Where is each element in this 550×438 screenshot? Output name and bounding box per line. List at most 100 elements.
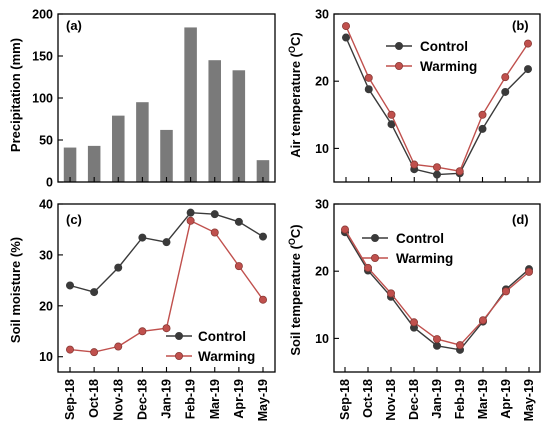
panel-c-label: (c) [66, 212, 82, 227]
y-tick-label: 10 [315, 142, 329, 156]
panel-d-chart: (d) Soil temperature (OC) 10 20 30 Control… [287, 198, 541, 373]
panel-a-frame [57, 13, 276, 183]
y-tick-label: 20 [315, 75, 329, 89]
panel-b-ylabel: Air temperature (OC) [287, 32, 303, 157]
point-warming-jan-19 [162, 324, 171, 333]
x-tick-label-oct-18: Oct-18 [361, 379, 375, 418]
panel-c-legend-warming: Warming [198, 349, 255, 364]
bar-feb-19 [184, 27, 197, 182]
series-line-control [344, 231, 530, 351]
panel-a-ylabel: Precipitation (mm) [8, 38, 23, 152]
panel-d-ylabel: Soil temperature (OC) [287, 224, 303, 355]
point-warming-oct-18 [363, 263, 372, 272]
point-warming-sep-18 [66, 345, 75, 354]
bar-oct-18 [87, 145, 101, 182]
point-warming-oct-18 [90, 348, 99, 357]
panel-d-series [340, 225, 534, 354]
x-tick-label-jan-19: Jan-19 [160, 379, 174, 419]
x-tick-label-dec-18: Dec-18 [407, 379, 421, 420]
bar-apr-19 [232, 70, 246, 182]
point-warming-sep-18 [340, 225, 349, 234]
panel-d-frame [333, 203, 541, 373]
point-warming-nov-18 [386, 289, 395, 298]
point-warming-may-19 [525, 267, 534, 276]
y-tick-label: 30 [315, 198, 329, 212]
panel-c-series [66, 208, 267, 357]
point-warming-oct-18 [364, 73, 373, 82]
point-control-nov-18 [114, 263, 123, 272]
point-control-apr-19 [501, 87, 510, 96]
bar-sep-18 [63, 147, 77, 182]
point-warming-feb-19 [186, 216, 195, 225]
point-warming-jan-19 [432, 335, 441, 344]
bar-mar-19 [208, 60, 221, 183]
point-warming-apr-19 [501, 287, 510, 296]
panel-a-chart: (a) Precipitation (mm) 0 50 100 150 200 [8, 8, 276, 190]
x-tick-label-sep-18: Sep-18 [63, 379, 77, 420]
panel-c-chart: (c) Soil moisture (%) 10 20 30 40 Control W… [8, 198, 276, 373]
point-control-may-19 [258, 232, 267, 241]
point-control-mar-19 [210, 210, 219, 219]
panel-d-legend: Control Warming [362, 231, 453, 266]
panel-b-chart: (b) Air temperature (OC) 10 20 30 Control … [287, 8, 541, 183]
x-tick-label-oct-18: Oct-18 [87, 379, 101, 418]
y-tick-label: 150 [32, 50, 53, 64]
point-warming-apr-19 [234, 262, 243, 271]
x-tick-label-nov-18: Nov-18 [384, 379, 398, 421]
x-tick-label-mar-19: Mar-19 [476, 379, 490, 419]
y-tick-label: 40 [39, 198, 53, 212]
y-tick-label: 0 [46, 176, 53, 190]
series-line-warming [344, 229, 530, 346]
y-tick-label: 20 [39, 299, 53, 313]
point-warming-dec-18 [138, 327, 147, 336]
y-tick-label: 30 [39, 248, 53, 262]
panel-b-frame [333, 13, 541, 183]
panel-b-series [341, 22, 533, 179]
panel-d-y-ticks: 10 20 30 [315, 198, 530, 372]
x-tick-label-nov-18: Nov-18 [111, 379, 125, 421]
y-tick-label: 30 [315, 8, 329, 22]
point-warming-nov-18 [114, 342, 123, 351]
point-warming-may-19 [258, 295, 267, 304]
y-tick-label: 20 [315, 265, 329, 279]
bar-jan-19 [160, 129, 173, 182]
panel-b-y-ticks: 10 20 30 [315, 8, 529, 182]
point-control-jan-19 [432, 341, 441, 350]
x-tick-label-may-19: May-19 [522, 379, 536, 421]
x-tick-label-feb-19: Feb-19 [184, 379, 198, 419]
panel-d-label: (d) [512, 212, 529, 227]
point-control-dec-18 [138, 233, 147, 242]
point-warming-feb-19 [455, 341, 464, 350]
point-control-jan-19 [162, 238, 171, 247]
point-control-sep-18 [341, 33, 350, 42]
y-tick-label: 10 [39, 350, 53, 364]
panel-c-y-ticks: 10 20 30 40 [39, 198, 264, 372]
point-warming-mar-19 [478, 110, 487, 119]
point-warming-apr-19 [501, 73, 510, 82]
point-control-sep-18 [66, 281, 75, 290]
point-control-apr-19 [234, 217, 243, 226]
point-warming-dec-18 [410, 160, 419, 169]
y-tick-label: 200 [32, 8, 53, 22]
x-tick-label-jan-19: Jan-19 [430, 379, 444, 419]
point-control-jan-19 [432, 170, 441, 179]
x-tick-label-may-19: May-19 [256, 379, 270, 421]
panel-c-x-tick-labels: Sep-18 Oct-18 Nov-18 Dec-18 Jan-19 Feb-19 Mar-… [63, 379, 270, 421]
panel-b-legend-warming: Warming [420, 59, 477, 74]
x-tick-label-dec-18: Dec-18 [135, 379, 149, 420]
y-tick-label: 100 [32, 92, 53, 106]
point-control-feb-19 [186, 208, 195, 217]
bar-dec-18 [136, 102, 149, 182]
point-warming-mar-19 [210, 228, 219, 237]
point-warming-dec-18 [409, 318, 418, 327]
point-warming-nov-18 [387, 110, 396, 119]
point-control-oct-18 [364, 85, 373, 94]
y-tick-label: 50 [39, 134, 53, 148]
point-control-may-19 [524, 65, 533, 74]
x-tick-label-apr-19: Apr-19 [232, 379, 246, 419]
panel-a-bars [63, 27, 270, 183]
point-warming-jan-19 [432, 163, 441, 172]
point-control-oct-18 [90, 288, 99, 297]
point-warming-sep-18 [341, 22, 350, 31]
